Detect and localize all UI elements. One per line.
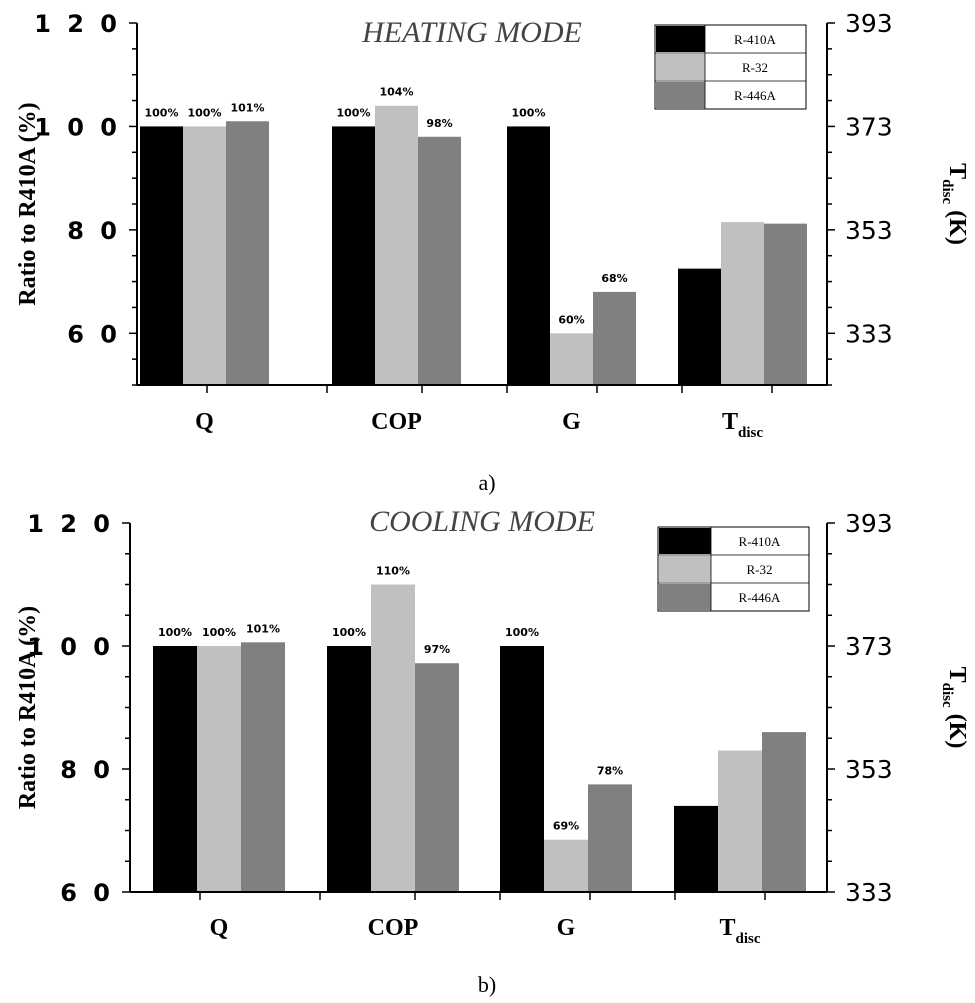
y-tick-label: 8 0: [67, 217, 121, 245]
bar: [764, 223, 807, 385]
data-label: 100%: [512, 106, 546, 119]
legend-swatch: [656, 26, 705, 52]
data-label: 100%: [337, 106, 371, 119]
bar: [327, 646, 371, 892]
bar: [500, 646, 544, 892]
bar: [153, 646, 197, 892]
panel-label: a): [478, 470, 495, 495]
y2-tick-label: 333: [845, 878, 893, 907]
y-tick-label: 1 2 0: [34, 10, 121, 38]
bar: [721, 222, 764, 385]
data-label: 69%: [553, 820, 579, 833]
chart-title: HEATING MODE: [361, 16, 582, 49]
y2-tick-label: 333: [845, 319, 893, 348]
chart-panel-cooling: 100% 100% 101% 100% 110% 97% 100% 69% 78% 6 0 8 0 1…: [15, 505, 970, 997]
y-tick-label: 8 0: [60, 756, 114, 784]
data-label: 100%: [332, 626, 366, 639]
data-label: 100%: [158, 626, 192, 639]
y-tick-label: 1 0 0: [27, 633, 114, 661]
bar: [762, 732, 806, 892]
data-label: 78%: [597, 764, 623, 777]
data-label: 104%: [380, 86, 414, 99]
legend-entry: R-410A: [739, 534, 782, 549]
legend-entry: R-446A: [734, 88, 777, 103]
legend-swatch: [656, 82, 705, 108]
legend-entry: R-32: [742, 60, 768, 75]
bar: [550, 333, 593, 385]
bar: [418, 136, 461, 385]
bar: [507, 126, 550, 385]
y2-axis-label: Tdisc (K): [939, 163, 970, 245]
y2-tick-label: 353: [845, 755, 893, 784]
data-label: 98%: [426, 117, 452, 130]
y-tick-label: 6 0: [67, 320, 121, 348]
y2-axis-label: Tdisc (K): [939, 667, 970, 749]
y2-tick-label: 353: [845, 216, 893, 245]
chart-panel-heating: 100% 100% 101% 100% 104% 98% 100% 60% 68% 6 0 8 0 1…: [15, 9, 970, 495]
y2-tick-label: 373: [845, 112, 893, 141]
bar: [371, 584, 415, 892]
x-tick-label: Tdisc: [722, 409, 763, 441]
legend-entry: R-410A: [734, 32, 777, 47]
x-tick-label: Q: [195, 409, 214, 435]
y-tick-label: 1 2 0: [27, 510, 114, 538]
bar: [241, 642, 285, 892]
bar: [183, 126, 226, 385]
bar: [375, 105, 418, 385]
data-label: 60%: [558, 313, 584, 326]
bar: [678, 268, 721, 385]
data-label: 100%: [145, 106, 179, 119]
data-label: 110%: [376, 565, 410, 578]
bar: [140, 126, 183, 385]
data-label: 101%: [231, 101, 265, 114]
data-label: 100%: [188, 106, 222, 119]
legend-swatch: [656, 54, 705, 80]
chart-title: COOLING MODE: [369, 505, 595, 538]
legend-entry: R-32: [747, 562, 773, 577]
x-tick-label: G: [557, 915, 576, 941]
y-axis-label: Ratio to R410A (%): [15, 606, 41, 809]
y-tick-label: 1 0 0: [34, 113, 121, 141]
y2-tick-label: 373: [845, 632, 893, 661]
bar: [718, 750, 762, 892]
bar: [415, 663, 459, 892]
bar: [226, 121, 269, 385]
x-tick-label: Tdisc: [719, 915, 760, 947]
legend-swatch: [659, 556, 711, 582]
x-tick-label: Q: [210, 915, 229, 941]
y-tick-label: 6 0: [60, 879, 114, 907]
data-label: 97%: [424, 643, 450, 656]
data-label: 100%: [505, 626, 539, 639]
bar: [593, 291, 636, 385]
bar: [332, 126, 375, 385]
legend-swatch: [659, 584, 711, 610]
legend: R-410A R-32 R-446A: [657, 526, 810, 612]
y2-tick-label: 393: [845, 9, 893, 38]
bar: [544, 839, 588, 892]
panel-label: b): [478, 972, 496, 997]
data-label: 68%: [601, 272, 627, 285]
data-label: 100%: [202, 626, 236, 639]
bar: [197, 646, 241, 892]
x-tick-label: COP: [371, 409, 422, 435]
x-tick-label: COP: [368, 915, 419, 941]
bar: [674, 805, 718, 892]
legend-swatch: [659, 528, 711, 554]
data-label: 101%: [246, 622, 280, 635]
legend-entry: R-446A: [739, 590, 782, 605]
y2-tick-label: 393: [845, 509, 893, 538]
y-axis-label: Ratio to R410A (%): [15, 102, 41, 305]
legend: R-410A R-32 R-446A: [654, 24, 807, 110]
bar: [588, 784, 632, 892]
x-tick-label: G: [562, 409, 581, 435]
